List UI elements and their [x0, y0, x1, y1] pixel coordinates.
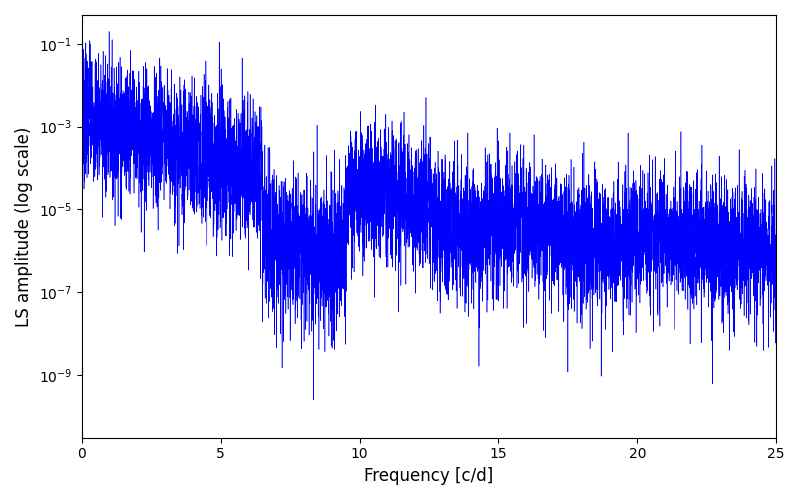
Y-axis label: LS amplitude (log scale): LS amplitude (log scale) — [15, 126, 33, 326]
X-axis label: Frequency [c/d]: Frequency [c/d] — [364, 467, 494, 485]
